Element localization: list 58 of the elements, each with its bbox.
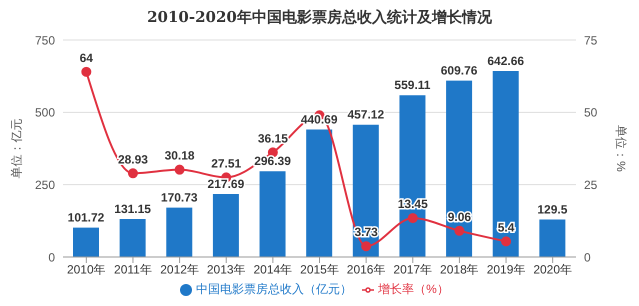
data-label: 30.18 [164,148,195,163]
bar [120,219,146,257]
y-tick-label: 250 [34,178,56,192]
point [174,164,185,175]
point [128,168,138,178]
y2-tick-label: 50 [584,106,598,120]
y2-tick-label: 25 [584,178,598,192]
data-label: 609.76 [440,64,478,78]
bar [260,171,286,257]
x-tick-label: 2016年 [346,262,386,277]
y-tick-label: 750 [34,33,56,48]
x-tick-label: 2013年 [206,262,246,277]
bar [539,220,566,257]
x-tick-label: 2018年 [440,262,479,277]
data-label: 27.51 [211,156,242,170]
point [408,213,418,224]
y2-tick-label: 0 [584,250,591,264]
legend-label: 中国电影票房总收入（亿元） [196,282,352,296]
point [81,66,92,77]
bar [212,194,239,257]
x-tick-label: 2020年 [533,262,572,277]
bar [166,208,192,257]
x-tick-label: 2017年 [393,262,432,277]
bar [399,95,426,257]
data-label: 457.12 [347,108,384,122]
point [361,241,372,252]
bar [73,228,99,257]
bar [492,71,519,257]
bar [446,80,472,257]
data-label: 131.15 [114,202,152,216]
data-label: 129.5 [537,202,568,217]
chart-title: 2010-2020年中国电影票房总收入统计及增长情况 [146,8,493,28]
data-label: 28.93 [118,152,148,166]
legend-label: 增长率（%） [378,282,449,296]
data-label: 217.69 [208,177,245,192]
y-tick-label: 0 [48,250,56,264]
x-tick-label: 2010年 [66,262,106,277]
x-tick-label: 2011年 [114,262,152,277]
data-label: 64 [80,50,94,65]
data-label: 101.72 [68,210,105,225]
y-tick-label: 500 [34,106,56,120]
data-label: 170.73 [160,190,198,205]
y2-axis-title: 单位：% [614,125,628,172]
data-label: 9.06 [448,210,472,224]
data-label: 36.15 [258,131,288,146]
x-tick-label: 2014年 [254,262,292,277]
y-axis-title: 单位：亿元 [9,118,24,178]
data-label: 5.4 [498,220,515,234]
point [501,236,512,246]
bar [306,129,332,257]
x-tick-label: 2012年 [160,262,199,277]
y2-tick-label: 75 [584,33,598,48]
bar [352,124,379,257]
x-tick-label: 2019年 [486,262,526,277]
point [454,226,464,236]
x-tick-label: 2015年 [300,262,339,277]
data-label: 642.66 [487,54,524,68]
data-label: 559.11 [394,78,431,92]
